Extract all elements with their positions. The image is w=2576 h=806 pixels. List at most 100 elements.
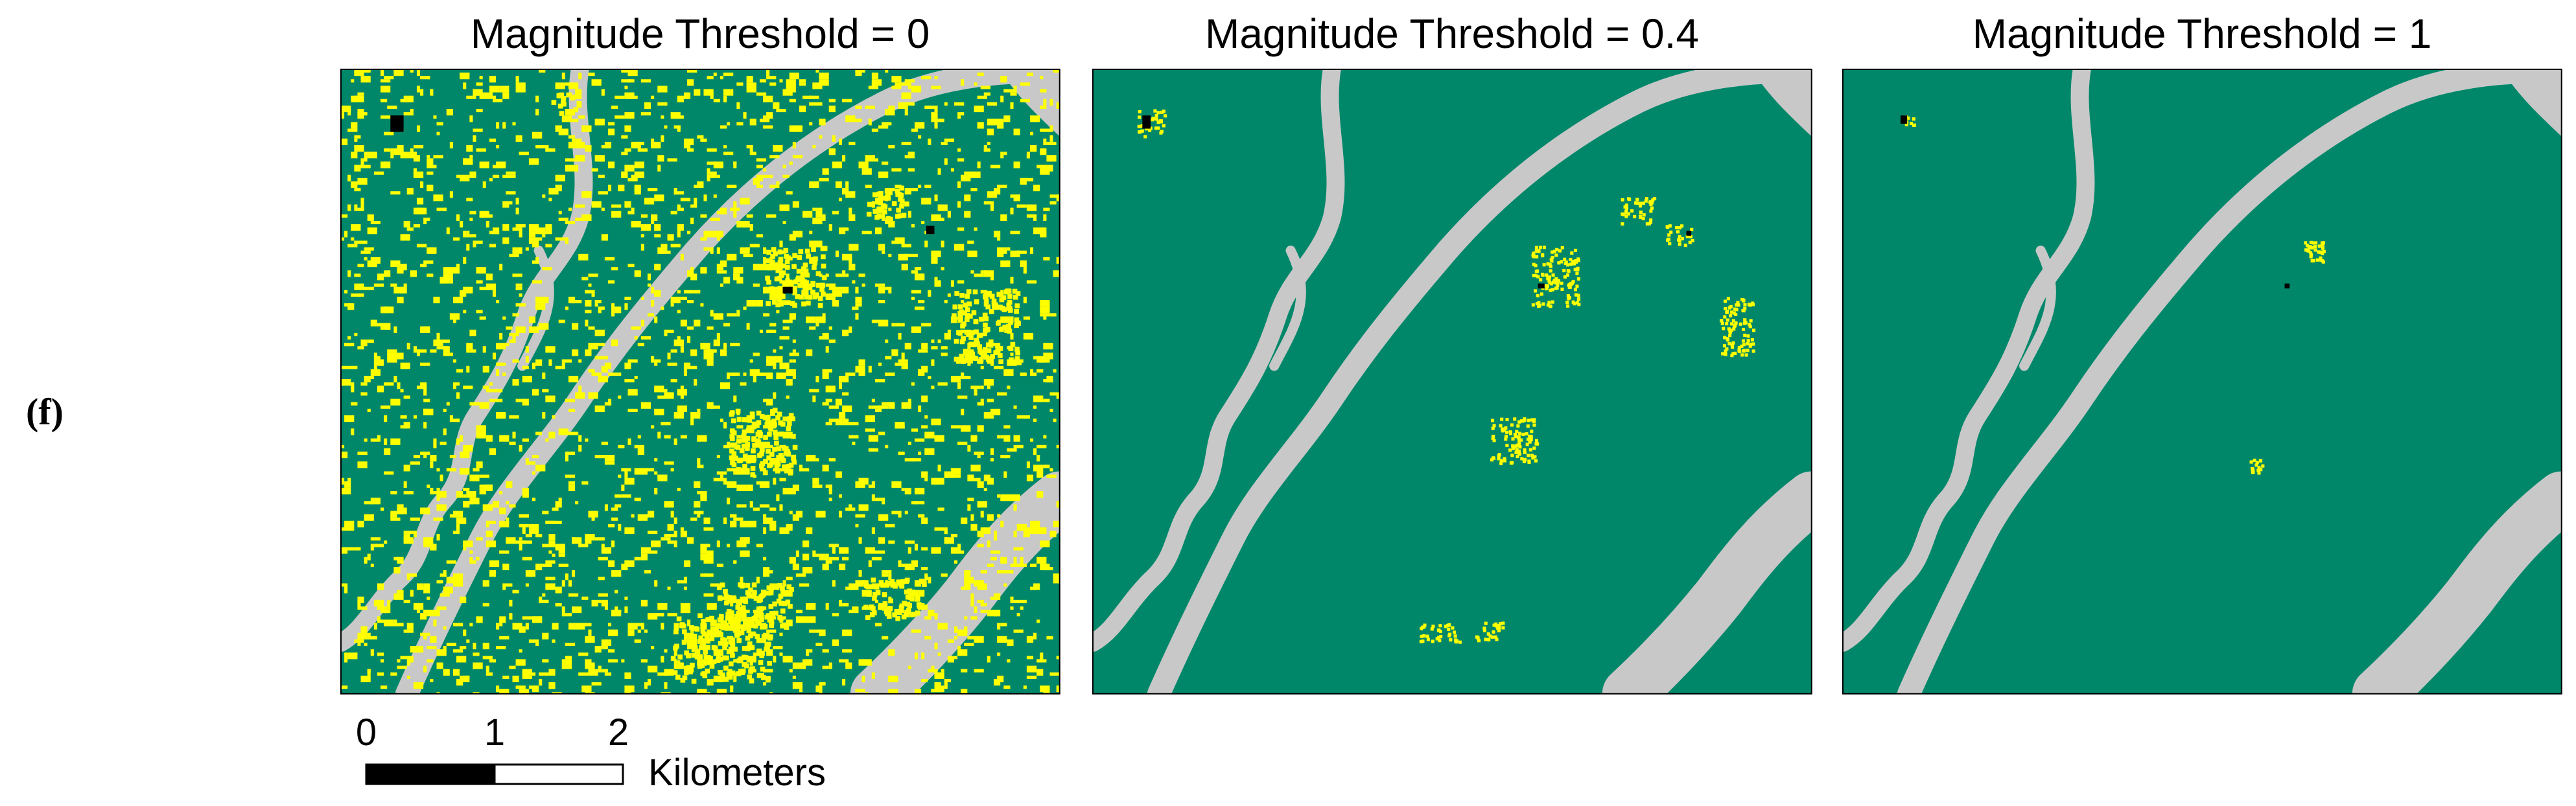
classified-pixel [947, 639, 954, 643]
classified-pixel [357, 112, 364, 119]
classified-pixel [779, 204, 790, 211]
classified-pixel [1029, 372, 1037, 376]
classified-pixel [640, 296, 644, 301]
classified-pixel [1749, 342, 1753, 346]
classified-pixel [875, 590, 881, 595]
classified-pixel [515, 286, 522, 290]
classified-pixel [647, 665, 658, 673]
classified-pixel [914, 689, 922, 694]
classified-pixel [1007, 359, 1017, 366]
classified-pixel [782, 416, 788, 422]
classified-pixel [792, 359, 796, 363]
classified-pixel [647, 313, 655, 317]
classified-pixel [931, 419, 941, 426]
classified-pixel [967, 636, 978, 639]
classified-pixel [466, 343, 473, 350]
classified-pixel [997, 494, 1001, 498]
classified-pixel [578, 435, 582, 442]
classified-pixel [1016, 563, 1027, 567]
classified-pixel [1026, 527, 1037, 535]
classified-pixel [904, 253, 908, 257]
classified-pixel [947, 329, 951, 333]
classified-pixel [728, 661, 734, 667]
classified-pixel [958, 316, 963, 321]
classified-pixel [716, 211, 720, 214]
classified-pixel [1013, 294, 1018, 300]
classified-pixel [561, 362, 565, 369]
classified-pixel [683, 586, 688, 590]
classified-pixel [607, 161, 615, 168]
classified-pixel [974, 636, 984, 643]
classified-pixel [1566, 263, 1570, 267]
classified-pixel [393, 566, 401, 574]
classified-pixel [964, 330, 970, 335]
classified-pixel [651, 550, 658, 554]
classified-pixel [763, 557, 767, 560]
classified-pixel [740, 82, 744, 86]
classified-pixel [911, 326, 922, 333]
classified-pixel [882, 501, 885, 505]
classified-pixel [707, 550, 714, 557]
classified-pixel [782, 300, 787, 305]
classified-pixel [528, 524, 539, 527]
classified-pixel [572, 349, 579, 356]
classified-pixel [1049, 531, 1057, 538]
classified-pixel [1576, 294, 1580, 297]
classified-pixel [691, 647, 697, 652]
classified-pixel [1053, 520, 1060, 527]
classified-pixel [812, 144, 816, 149]
classified-pixel [911, 428, 919, 432]
classified-pixel [598, 665, 602, 673]
classified-pixel [433, 491, 437, 495]
classified-pixel [1556, 279, 1561, 282]
classified-pixel [769, 263, 775, 268]
classified-pixel [724, 655, 729, 661]
classified-pixel [1746, 334, 1750, 338]
classified-pixel [2309, 240, 2313, 244]
classified-pixel [845, 372, 856, 376]
classified-pixel [512, 247, 522, 254]
classified-pixel [771, 299, 777, 305]
classified-pixel [1650, 206, 1654, 210]
classified-pixel [661, 135, 664, 142]
classified-pixel [763, 682, 767, 686]
classified-pixel [759, 468, 767, 472]
classified-pixel [502, 201, 513, 205]
classified-pixel [790, 301, 795, 306]
classified-pixel [341, 685, 348, 689]
classified-pixel [542, 194, 546, 198]
classified-pixel [855, 481, 865, 488]
classified-pixel [1741, 339, 1746, 343]
classified-pixel [746, 300, 756, 307]
classified-pixel [1053, 573, 1060, 581]
classified-pixel [718, 669, 723, 675]
classified-pixel [882, 573, 889, 577]
classified-pixel [779, 455, 785, 460]
classified-pixel [789, 73, 799, 80]
classified-pixel [974, 389, 978, 393]
classified-pixel [631, 514, 635, 518]
classified-pixel [1742, 321, 1746, 325]
classified-pixel [934, 682, 941, 689]
classified-pixel [1431, 625, 1435, 628]
classified-pixel [934, 194, 938, 202]
classified-pixel [769, 692, 773, 694]
classified-pixel [542, 372, 546, 380]
classified-pixel [911, 629, 922, 633]
classified-pixel [855, 296, 862, 304]
classified-pixel [806, 280, 810, 287]
classified-pixel [463, 257, 467, 264]
classified-pixel [604, 402, 612, 406]
classified-pixel [835, 398, 843, 406]
classified-pixel [947, 656, 954, 663]
classified-pixel [542, 411, 546, 419]
classified-pixel [558, 544, 562, 547]
classified-pixel [469, 115, 473, 122]
classified-pixel [360, 392, 364, 396]
classified-pixel [387, 105, 397, 109]
classified-pixel [756, 598, 762, 603]
classified-pixel [578, 386, 582, 393]
classified-pixel [1742, 349, 1746, 352]
classified-pixel [904, 155, 915, 159]
